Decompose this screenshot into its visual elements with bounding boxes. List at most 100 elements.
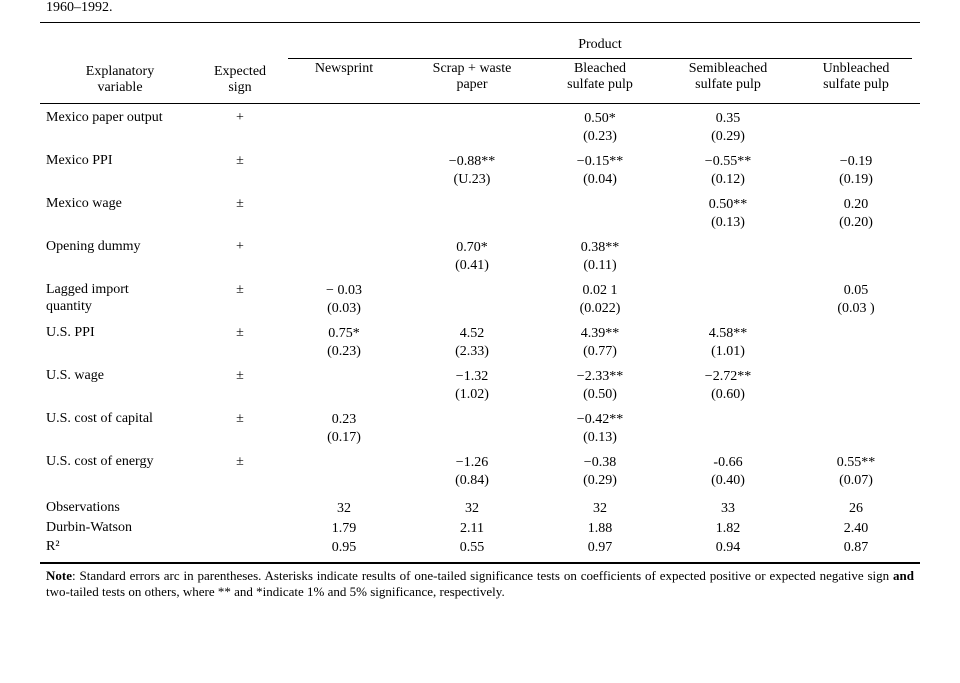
cell-value: [792, 362, 920, 405]
cell-value: 0.97: [536, 538, 664, 558]
header-product-2: Bleached sulfate pulp: [567, 61, 633, 92]
cell-value: 2.40: [792, 519, 920, 539]
cell-value: 0.05 (0.03 ): [792, 276, 920, 319]
cell-value: [664, 405, 792, 448]
cell-value: 0.55** (0.07): [792, 448, 920, 491]
cell-value: [408, 104, 536, 148]
table-row: R² 0.950.550.970.940.87: [40, 538, 920, 558]
caption-fragment: 1960–1992.: [40, 0, 920, 16]
cell-value: [792, 233, 920, 276]
row-label: Opening dummy: [40, 233, 200, 276]
cell-value: 0.75* (0.23): [280, 319, 408, 362]
cell-value: 0.95: [280, 538, 408, 558]
row-label: U.S. cost of capital: [40, 405, 200, 448]
table-row: U.S. wage±−1.32 (1.02)−2.33** (0.50)−2.7…: [40, 362, 920, 405]
cell-value: −0.88** (U.23): [408, 147, 536, 190]
row-expected-sign: [200, 538, 280, 558]
row-expected-sign: ±: [200, 276, 280, 319]
header-product-3: Semibleached sulfate pulp: [689, 61, 768, 92]
cell-value: 0.94: [664, 538, 792, 558]
cell-value: 0.20 (0.20): [792, 190, 920, 233]
table-row: Opening dummy+0.70* (0.41)0.38** (0.11): [40, 233, 920, 276]
cell-value: 0.50* (0.23): [536, 104, 664, 148]
table-row: U.S. cost of energy±−1.26 (0.84)−0.38 (0…: [40, 448, 920, 491]
row-label: R²: [40, 538, 200, 558]
header-expected-sign: Expected sign: [214, 64, 266, 96]
cell-value: 0.50** (0.13): [664, 190, 792, 233]
header-product-super: Product: [284, 37, 916, 56]
cell-value: 32: [408, 499, 536, 519]
cell-value: [280, 362, 408, 405]
table-row: Mexico paper output+0.50* (0.23)0.35 (0.…: [40, 104, 920, 148]
header-product-0: Newsprint: [315, 61, 373, 76]
row-expected-sign: +: [200, 104, 280, 148]
row-label: Observations: [40, 499, 200, 519]
cell-value: [280, 190, 408, 233]
cell-value: [792, 319, 920, 362]
row-label: Mexico PPI: [40, 147, 200, 190]
cell-value: [280, 104, 408, 148]
cell-value: [664, 233, 792, 276]
table-row: Durbin-Watson 1.792.111.881.822.40: [40, 519, 920, 539]
table-note: Note: Standard errors arc in parentheses…: [40, 564, 920, 601]
cell-value: 0.55: [408, 538, 536, 558]
cell-value: [280, 448, 408, 491]
cell-value: -0.66 (0.40): [664, 448, 792, 491]
cell-value: −0.42** (0.13): [536, 405, 664, 448]
cell-value: 2.11: [408, 519, 536, 539]
row-label: U.S. wage: [40, 362, 200, 405]
row-expected-sign: [200, 519, 280, 539]
cell-value: [408, 405, 536, 448]
cell-value: 0.87: [792, 538, 920, 558]
regression-table: Explanatory variable Expected sign Produ…: [40, 22, 920, 564]
cell-value: 0.23 (0.17): [280, 405, 408, 448]
cell-value: −2.72** (0.60): [664, 362, 792, 405]
row-label: Durbin-Watson: [40, 519, 200, 539]
cell-value: [408, 190, 536, 233]
header-product-1: Scrap + waste paper: [433, 61, 512, 92]
note-lead: Note: [46, 568, 72, 583]
cell-value: 4.52 (2.33): [408, 319, 536, 362]
header-row-super: Explanatory variable Expected sign Produ…: [40, 27, 920, 59]
table-row: Observations3232323326: [40, 499, 920, 519]
row-expected-sign: ±: [200, 405, 280, 448]
cell-value: [792, 405, 920, 448]
note-bold-and: and: [893, 568, 914, 583]
cell-value: 0.70* (0.41): [408, 233, 536, 276]
header-product-4: Unbleached sulfate pulp: [823, 61, 890, 92]
cell-value: 1.82: [664, 519, 792, 539]
row-label: U.S. cost of energy: [40, 448, 200, 491]
row-label: Lagged import quantity: [40, 276, 200, 319]
cell-value: −0.38 (0.29): [536, 448, 664, 491]
table-row: U.S. PPI±0.75* (0.23)4.52 (2.33)4.39** (…: [40, 319, 920, 362]
row-expected-sign: [200, 499, 280, 519]
cell-value: [408, 276, 536, 319]
note-body-1: : Standard errors arc in parentheses. As…: [72, 568, 893, 583]
header-explanatory-variable: Explanatory variable: [86, 64, 154, 96]
cell-value: 32: [280, 499, 408, 519]
cell-value: 4.39** (0.77): [536, 319, 664, 362]
table-row: Mexico wage±0.50** (0.13)0.20 (0.20): [40, 190, 920, 233]
cell-value: 0.38** (0.11): [536, 233, 664, 276]
row-label: Mexico paper output: [40, 104, 200, 148]
cell-value: 32: [536, 499, 664, 519]
cell-value: 0.35 (0.29): [664, 104, 792, 148]
cell-value: [664, 276, 792, 319]
cell-value: [536, 190, 664, 233]
cell-value: −1.32 (1.02): [408, 362, 536, 405]
cell-value: −0.55** (0.12): [664, 147, 792, 190]
cell-value: [280, 233, 408, 276]
cell-value: 1.79: [280, 519, 408, 539]
cell-value: −0.19 (0.19): [792, 147, 920, 190]
row-expected-sign: ±: [200, 362, 280, 405]
row-expected-sign: ±: [200, 190, 280, 233]
row-expected-sign: ±: [200, 319, 280, 362]
cell-value: 1.88: [536, 519, 664, 539]
table-row: U.S. cost of capital±0.23 (0.17) −0.42** …: [40, 405, 920, 448]
cell-value: 4.58** (1.01): [664, 319, 792, 362]
row-label: Mexico wage: [40, 190, 200, 233]
cell-value: −1.26 (0.84): [408, 448, 536, 491]
row-expected-sign: ±: [200, 147, 280, 190]
row-label: U.S. PPI: [40, 319, 200, 362]
cell-value: 0.02 1 (0.022): [536, 276, 664, 319]
